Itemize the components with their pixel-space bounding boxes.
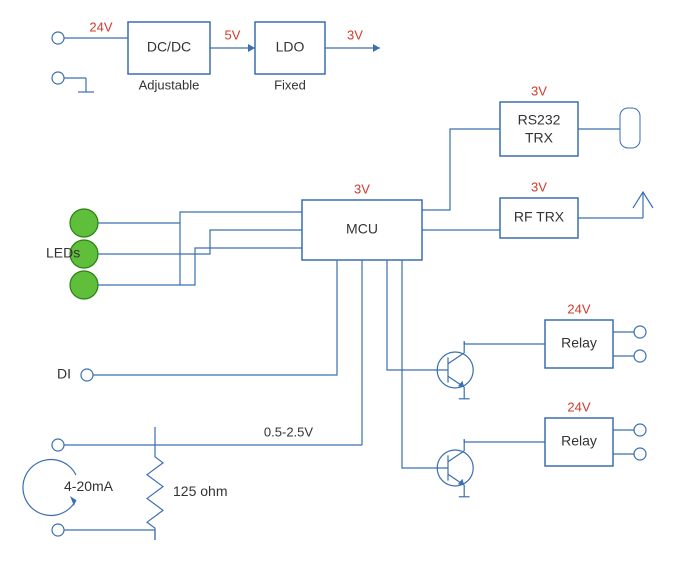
di-label: DI <box>57 366 71 382</box>
vtag-mcu: 3V <box>354 181 370 196</box>
analog-in-top <box>52 439 64 451</box>
analog-in-bot <box>52 524 64 536</box>
dcdc-label: DC/DC <box>147 39 191 55</box>
vtag-rftrx: 3V <box>531 179 547 194</box>
rs232-label1: RS232 <box>518 112 561 128</box>
relay2-out-bot <box>634 448 646 460</box>
wire-mcu-q2 <box>402 260 448 468</box>
wire-dcdc-ldo-head <box>248 44 255 52</box>
vtag-relay2: 24V <box>567 399 590 414</box>
power-in-top <box>52 32 64 44</box>
transistor-q1-icon-collector <box>448 353 464 364</box>
resistor-label: 125 ohm <box>173 483 227 499</box>
ldo-sublabel: Fixed <box>274 77 306 92</box>
relay1-label: Relay <box>561 335 597 351</box>
mcu-label: MCU <box>346 221 378 237</box>
analog-signal-label: 0.5-2.5V <box>264 424 313 439</box>
db9-connector-icon <box>620 108 640 148</box>
led-icon-0 <box>70 209 98 237</box>
rftrx-label: RF TRX <box>514 209 565 225</box>
transistor-q2-icon-collector <box>448 451 464 462</box>
current-label: 4-20mA <box>64 478 114 494</box>
wire-q1-relay1 <box>464 341 545 344</box>
wire-mcu-q1 <box>387 260 448 370</box>
di-terminal <box>81 369 93 381</box>
relay2-out-top <box>634 424 646 436</box>
leds-label: LEDs <box>46 245 80 261</box>
relay1-out-bot <box>634 350 646 362</box>
power-in-bot <box>52 72 64 84</box>
ldo-label: LDO <box>276 39 305 55</box>
wire-mcu-rs232 <box>422 129 500 210</box>
led-icon-2 <box>70 271 98 299</box>
wire-bus-mcu-1 <box>180 230 302 254</box>
wire-ldo-out-head <box>373 44 380 52</box>
wire-di-mcu <box>93 260 337 375</box>
vtag-24v: 24V <box>89 19 112 34</box>
wire-ana-bot <box>64 530 155 540</box>
rs232-label2: TRX <box>525 130 554 146</box>
dcdc-sublabel: Adjustable <box>139 77 200 92</box>
relay2-label: Relay <box>561 433 597 449</box>
wire-q2-relay2 <box>464 439 545 442</box>
resistor-icon <box>147 445 163 540</box>
vtag-relay1: 24V <box>567 301 590 316</box>
vtag-5v: 5V <box>225 27 241 42</box>
relay1-out-top <box>634 326 646 338</box>
vtag-rs232: 3V <box>531 83 547 98</box>
vtag-3v-ldo: 3V <box>347 27 363 42</box>
wire-bus-mcu-0 <box>180 212 302 223</box>
